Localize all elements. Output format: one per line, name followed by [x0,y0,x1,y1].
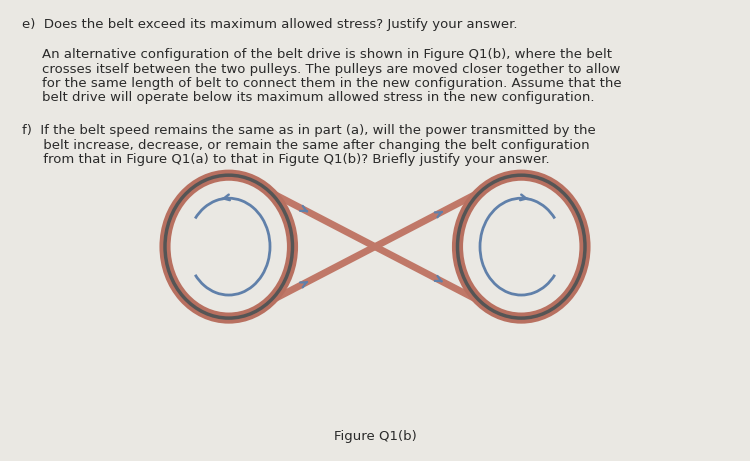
Text: e)  Does the belt exceed its maximum allowed stress? Justify your answer.: e) Does the belt exceed its maximum allo… [22,18,518,31]
Text: for the same length of belt to connect them in the new configuration. Assume tha: for the same length of belt to connect t… [42,77,622,90]
Text: An alternative configuration of the belt drive is shown in Figure Q1(b), where t: An alternative configuration of the belt… [42,48,612,61]
Text: belt drive will operate below its maximum allowed stress in the new configuratio: belt drive will operate below its maximu… [42,91,595,105]
Text: f)  If the belt speed remains the same as in part (a), will the power transmitte: f) If the belt speed remains the same as… [22,124,596,137]
Text: Figure Q1(b): Figure Q1(b) [334,430,416,443]
Text: from that in Figure Q1(a) to that in Figute Q1(b)? Briefly justify your answer.: from that in Figure Q1(a) to that in Fig… [22,153,550,166]
Text: belt increase, decrease, or remain the same after changing the belt configuratio: belt increase, decrease, or remain the s… [22,138,590,152]
Text: crosses itself between the two pulleys. The pulleys are moved closer together to: crosses itself between the two pulleys. … [42,63,620,76]
